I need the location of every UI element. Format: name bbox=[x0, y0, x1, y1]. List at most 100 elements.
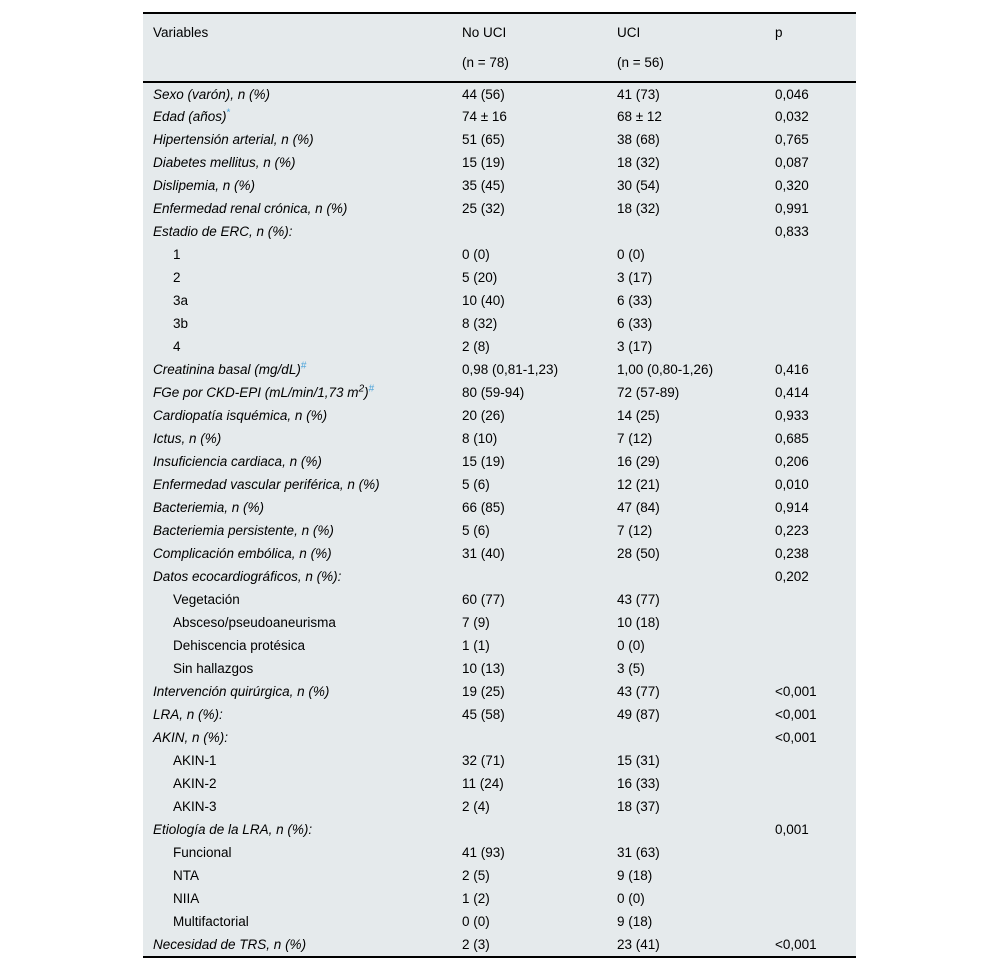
table-row: Sexo (varón), n (%) 44 (56) 41 (73) 0,04… bbox=[143, 82, 856, 105]
table-row: Diabetes mellitus, n (%) 15 (19) 18 (32)… bbox=[143, 151, 856, 174]
cell-variable: Enfermedad renal crónica, n (%) bbox=[143, 197, 452, 220]
cell-p-value: 0,238 bbox=[775, 546, 809, 561]
variable-label: Cardiopatía isquémica, n (%) bbox=[153, 408, 327, 423]
table-row: Bacteriemia, n (%) 66 (85) 47 (84) 0,914 bbox=[143, 496, 856, 519]
variable-label: Bacteriemia, n (%) bbox=[153, 500, 264, 515]
cell-p-value bbox=[765, 588, 856, 611]
label-text: AKIN, n (%): bbox=[153, 730, 229, 745]
cell-uci: 43 (77) bbox=[617, 684, 660, 699]
cell-uci bbox=[607, 220, 765, 243]
cell-no-uci: 1 (2) bbox=[462, 891, 490, 906]
cell-variable: AKIN, n (%): bbox=[143, 726, 452, 749]
table-row: 2 5 (20) 3 (17) bbox=[143, 266, 856, 289]
table-row: Intervención quirúrgica, n (%) 19 (25) 4… bbox=[143, 680, 856, 703]
label-text: 3a bbox=[173, 293, 189, 308]
footnote-marker: * bbox=[226, 107, 231, 119]
cell-uci: 18 (37) bbox=[617, 799, 660, 814]
table-row: Sin hallazgos 10 (13) 3 (5) bbox=[143, 657, 856, 680]
cell-no-uci: 5 (20) bbox=[462, 270, 498, 285]
header-variables-label: Variables bbox=[153, 25, 209, 40]
cell-p-value: <0,001 bbox=[775, 730, 817, 745]
cell-uci: 16 (29) bbox=[617, 454, 660, 469]
cell-no-uci: 74 ± 16 bbox=[462, 109, 507, 124]
cell-variable: Insuficiencia cardiaca, n (%) bbox=[143, 450, 452, 473]
cell-p-value: 0,046 bbox=[775, 86, 809, 102]
cell-p-value bbox=[765, 611, 856, 634]
label-text: 3b bbox=[173, 316, 189, 331]
data-table: Variables No UCI (n = 78) UCI (n = 56) p bbox=[143, 14, 856, 956]
table-row: Bacteriemia persistente, n (%) 5 (6) 7 (… bbox=[143, 519, 856, 542]
cell-p-value: 0,414 bbox=[775, 385, 809, 400]
cell-no-uci: 1 (1) bbox=[462, 638, 490, 653]
table-row: Cardiopatía isquémica, n (%) 20 (26) 14 … bbox=[143, 404, 856, 427]
label-text: Vegetación bbox=[173, 592, 240, 607]
cell-uci: 23 (41) bbox=[617, 937, 660, 952]
cell-p-value: <0,001 bbox=[775, 707, 817, 722]
variable-label: LRA, n (%): bbox=[153, 707, 223, 722]
cell-no-uci: 8 (32) bbox=[462, 316, 498, 331]
cell-no-uci: 0 (0) bbox=[462, 914, 490, 929]
table-row: AKIN-1 32 (71) 15 (31) bbox=[143, 749, 856, 772]
variable-label: Sin hallazgos bbox=[173, 661, 253, 676]
variable-label: Intervención quirúrgica, n (%) bbox=[153, 684, 329, 699]
label-text: Intervención quirúrgica, n (%) bbox=[153, 684, 330, 699]
cell-uci: 0 (0) bbox=[617, 638, 645, 653]
cell-no-uci bbox=[452, 818, 607, 841]
cell-no-uci: 31 (40) bbox=[462, 546, 505, 561]
cell-variable: NIIA bbox=[143, 887, 452, 910]
cell-no-uci: 44 (56) bbox=[462, 86, 505, 102]
table-row: 1 0 (0) 0 (0) bbox=[143, 243, 856, 266]
label-text: ) bbox=[364, 385, 369, 400]
cell-no-uci: 8 (10) bbox=[462, 431, 498, 446]
cell-no-uci: 5 (6) bbox=[462, 477, 490, 492]
variable-label: NIIA bbox=[173, 891, 199, 906]
cell-variable: Hipertensión arterial, n (%) bbox=[143, 128, 452, 151]
table-row: FGe por CKD-EPI (mL/min/1,73 m2)# 80 (59… bbox=[143, 381, 856, 404]
label-text: AKIN-1 bbox=[173, 753, 217, 768]
cell-p-value bbox=[765, 657, 856, 680]
cell-variable: Estadio de ERC, n (%): bbox=[143, 220, 452, 243]
cell-no-uci: 2 (5) bbox=[462, 868, 490, 883]
cell-p-value bbox=[765, 243, 856, 266]
table-row: 3a 10 (40) 6 (33) bbox=[143, 289, 856, 312]
cell-variable: Edad (años)* bbox=[143, 105, 452, 128]
table-row: Hipertensión arterial, n (%) 51 (65) 38 … bbox=[143, 128, 856, 151]
variable-label: Insuficiencia cardiaca, n (%) bbox=[153, 454, 322, 469]
variable-label: Necesidad de TRS, n (%) bbox=[153, 937, 306, 952]
cell-uci: 28 (50) bbox=[617, 546, 660, 561]
table-row: Multifactorial 0 (0) 9 (18) bbox=[143, 910, 856, 933]
table-row: LRA, n (%): 45 (58) 49 (87) <0,001 bbox=[143, 703, 856, 726]
variable-label: 4 bbox=[173, 339, 181, 354]
cell-no-uci: 10 (13) bbox=[462, 661, 505, 676]
cell-variable: Creatinina basal (mg/dL)# bbox=[143, 358, 452, 381]
cell-uci: 68 ± 12 bbox=[617, 109, 662, 124]
label-text: Dehiscencia protésica bbox=[173, 638, 306, 653]
variable-label: Complicación embólica, n (%) bbox=[153, 546, 332, 561]
header-uci-n: (n = 56) bbox=[617, 55, 664, 70]
cell-uci: 1,00 (0,80-1,26) bbox=[617, 362, 714, 377]
cell-uci: 72 (57-89) bbox=[617, 385, 680, 400]
cell-variable: Cardiopatía isquémica, n (%) bbox=[143, 404, 452, 427]
header-uci: UCI (n = 56) bbox=[607, 14, 765, 82]
label-text: Sexo (varón), n (%) bbox=[153, 86, 271, 102]
variable-label: 2 bbox=[173, 270, 181, 285]
table-row: Ictus, n (%) 8 (10) 7 (12) 0,685 bbox=[143, 427, 856, 450]
variable-label: Sexo (varón), n (%) bbox=[153, 87, 270, 102]
cell-uci: 12 (21) bbox=[617, 477, 660, 492]
cell-p-value: 0,765 bbox=[775, 132, 809, 147]
cell-uci bbox=[607, 818, 765, 841]
variable-label: 1 bbox=[173, 247, 181, 262]
variable-label: Enfermedad renal crónica, n (%) bbox=[153, 201, 347, 216]
cell-p-value: 0,001 bbox=[775, 822, 809, 837]
cell-variable: 3b bbox=[143, 312, 452, 335]
label-text: Ictus, n (%) bbox=[153, 431, 222, 446]
cell-p-value bbox=[765, 772, 856, 795]
cell-p-value bbox=[765, 266, 856, 289]
cell-variable: AKIN-2 bbox=[143, 772, 452, 795]
cell-uci bbox=[607, 565, 765, 588]
label-text: Bacteriemia persistente, n (%) bbox=[153, 523, 334, 538]
table-row: AKIN-2 11 (24) 16 (33) bbox=[143, 772, 856, 795]
cell-variable: Absceso/pseudoaneurisma bbox=[143, 611, 452, 634]
table-row: Funcional 41 (93) 31 (63) bbox=[143, 841, 856, 864]
